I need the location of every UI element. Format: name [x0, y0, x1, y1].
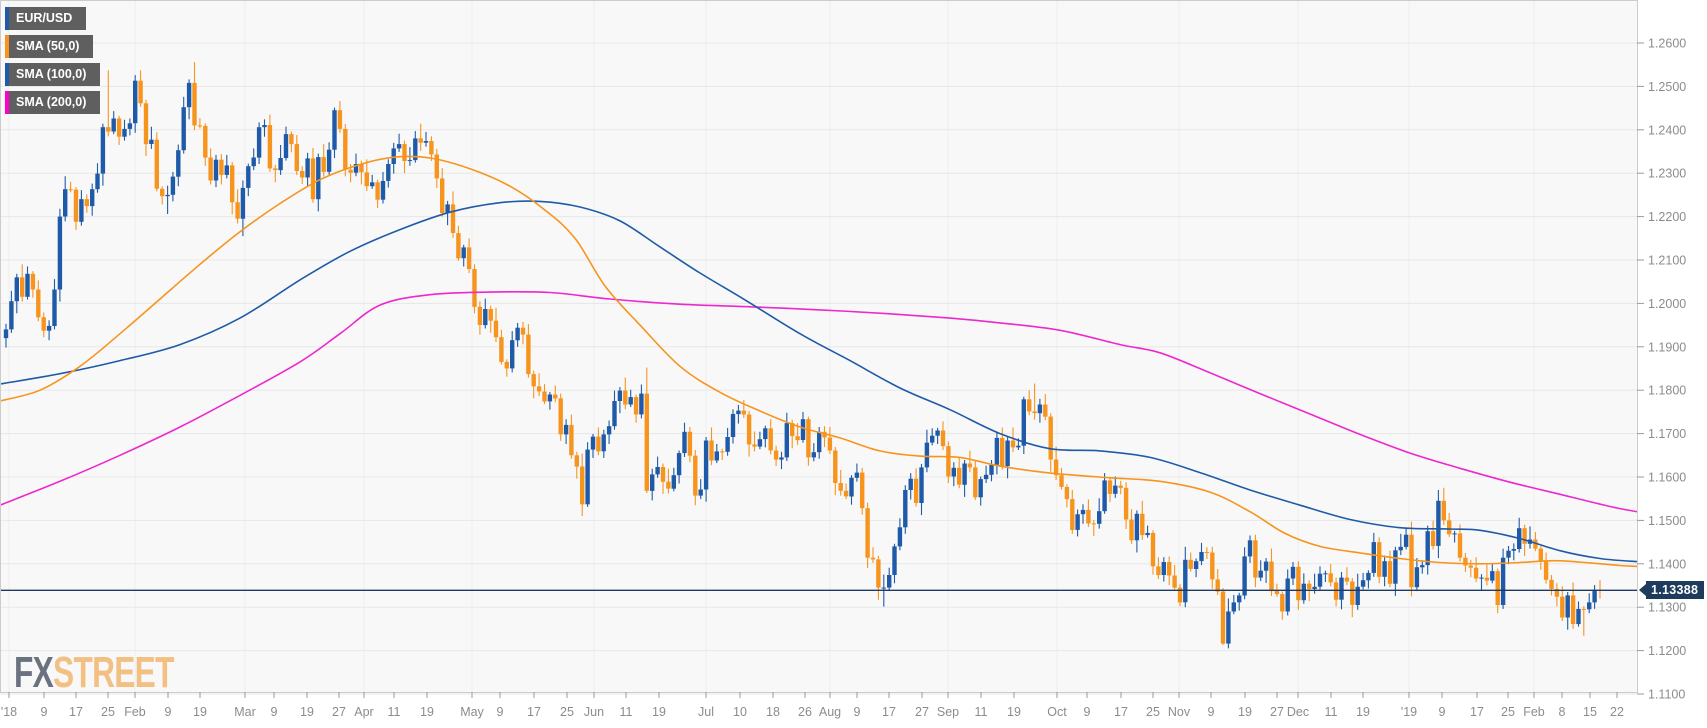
svg-text:11: 11: [1325, 705, 1338, 719]
svg-text:27: 27: [915, 705, 929, 719]
series-color-bar: [5, 7, 9, 30]
watermark-street: STREET: [53, 648, 174, 697]
svg-text:Jul: Jul: [698, 705, 714, 719]
svg-text:19: 19: [652, 705, 666, 719]
svg-text:19: 19: [1238, 705, 1252, 719]
svg-text:Mar: Mar: [234, 705, 256, 719]
sma-line-0: [0, 155, 1638, 568]
svg-text:1.2300: 1.2300: [1648, 167, 1686, 181]
svg-text:19: 19: [420, 705, 434, 719]
svg-text:Feb: Feb: [124, 705, 146, 719]
sma-line-1: [0, 200, 1638, 563]
svg-text:11: 11: [975, 705, 988, 719]
svg-text:17: 17: [527, 705, 541, 719]
svg-text:15: 15: [1583, 705, 1597, 719]
series-color-bar: [5, 63, 9, 86]
svg-text:1.2400: 1.2400: [1648, 123, 1686, 137]
legend-item-sma100[interactable]: SMA (100,0): [5, 63, 101, 86]
svg-text:17: 17: [1470, 705, 1484, 719]
fxstreet-watermark: FXSTREET: [14, 648, 174, 698]
svg-text:8: 8: [1559, 705, 1566, 719]
svg-text:1.1900: 1.1900: [1648, 340, 1686, 354]
svg-text:9: 9: [1439, 705, 1446, 719]
svg-text:18: 18: [766, 705, 780, 719]
svg-text:25: 25: [560, 705, 574, 719]
svg-text:25: 25: [1501, 705, 1515, 719]
svg-text:1.2200: 1.2200: [1648, 210, 1686, 224]
svg-text:9: 9: [854, 705, 861, 719]
svg-text:1.1400: 1.1400: [1648, 557, 1686, 571]
svg-text:25: 25: [101, 705, 115, 719]
svg-text:Apr: Apr: [354, 705, 373, 719]
current-price-label: 1.13388: [1639, 581, 1705, 599]
svg-text:17: 17: [69, 705, 83, 719]
svg-text:1.1100: 1.1100: [1648, 688, 1685, 702]
svg-text:27: 27: [332, 705, 346, 719]
svg-text:19: 19: [1356, 705, 1370, 719]
legend-item-eurusd[interactable]: EUR/USD: [5, 7, 100, 30]
legend-label: SMA (50,0): [9, 35, 94, 58]
svg-text:1.1600: 1.1600: [1648, 471, 1686, 485]
svg-text:Nov: Nov: [1168, 705, 1191, 719]
gridlines: [0, 42, 1637, 695]
svg-text:1.1300: 1.1300: [1648, 601, 1686, 615]
legend-label: SMA (200,0): [9, 91, 101, 114]
svg-text:Jun: Jun: [584, 705, 604, 719]
indicator-legend: EUR/USD SMA (50,0) SMA (100,0) SMA (200,…: [5, 7, 101, 119]
plot-area[interactable]: [0, 0, 1637, 692]
legend-label: EUR/USD: [9, 7, 87, 30]
x-axis: '18 9 17 25 Feb 9 19 Mar 9 19 27 Apr 11 19 May 9 17 25 Jun…: [1, 692, 1624, 719]
svg-text:11: 11: [620, 705, 633, 719]
svg-text:Feb: Feb: [1523, 705, 1545, 719]
svg-text:9: 9: [165, 705, 172, 719]
svg-text:26: 26: [798, 705, 812, 719]
candles: [3, 62, 1603, 649]
svg-text:9: 9: [41, 705, 48, 719]
price-pointer-icon: [1639, 584, 1646, 596]
svg-text:Aug: Aug: [819, 705, 841, 719]
svg-text:Oct: Oct: [1047, 705, 1067, 719]
svg-text:11: 11: [388, 705, 401, 719]
series-color-bar: [5, 35, 9, 58]
svg-text:1.2600: 1.2600: [1648, 37, 1686, 51]
legend-label: SMA (100,0): [9, 63, 101, 86]
svg-text:Sep: Sep: [937, 705, 959, 719]
svg-text:1.2100: 1.2100: [1648, 254, 1686, 268]
svg-text:9: 9: [1208, 705, 1215, 719]
svg-text:9: 9: [497, 705, 504, 719]
svg-text:19: 19: [300, 705, 314, 719]
svg-text:17: 17: [1114, 705, 1128, 719]
legend-item-sma50[interactable]: SMA (50,0): [5, 35, 100, 58]
svg-text:9: 9: [271, 705, 278, 719]
svg-text:25: 25: [1146, 705, 1160, 719]
svg-text:1.1200: 1.1200: [1648, 644, 1686, 658]
svg-text:1.2500: 1.2500: [1648, 80, 1686, 94]
sma-line-2: [0, 290, 1638, 513]
svg-text:19: 19: [193, 705, 207, 719]
svg-text:17: 17: [882, 705, 896, 719]
svg-text:'19: '19: [1401, 705, 1417, 719]
svg-text:19: 19: [1007, 705, 1021, 719]
svg-text:9: 9: [1084, 705, 1091, 719]
svg-text:1.1800: 1.1800: [1648, 384, 1686, 398]
legend-item-sma200[interactable]: SMA (200,0): [5, 91, 101, 114]
watermark-fx: FX: [14, 648, 54, 697]
svg-text:10: 10: [733, 705, 747, 719]
svg-text:1.1700: 1.1700: [1648, 427, 1686, 441]
current-price-value: 1.13388: [1646, 581, 1705, 599]
svg-text:Dec: Dec: [1287, 705, 1309, 719]
svg-text:27: 27: [1270, 705, 1284, 719]
svg-text:1.2000: 1.2000: [1648, 297, 1686, 311]
svg-text:'18: '18: [1, 705, 17, 719]
y-axis: 1.1100 1.1200 1.1300 1.1400 1.1500 1.1600 1.17…: [1637, 37, 1686, 702]
svg-text:1.1500: 1.1500: [1648, 514, 1686, 528]
svg-text:22: 22: [1610, 705, 1624, 719]
svg-text:May: May: [460, 705, 484, 719]
series-color-bar: [5, 91, 9, 114]
